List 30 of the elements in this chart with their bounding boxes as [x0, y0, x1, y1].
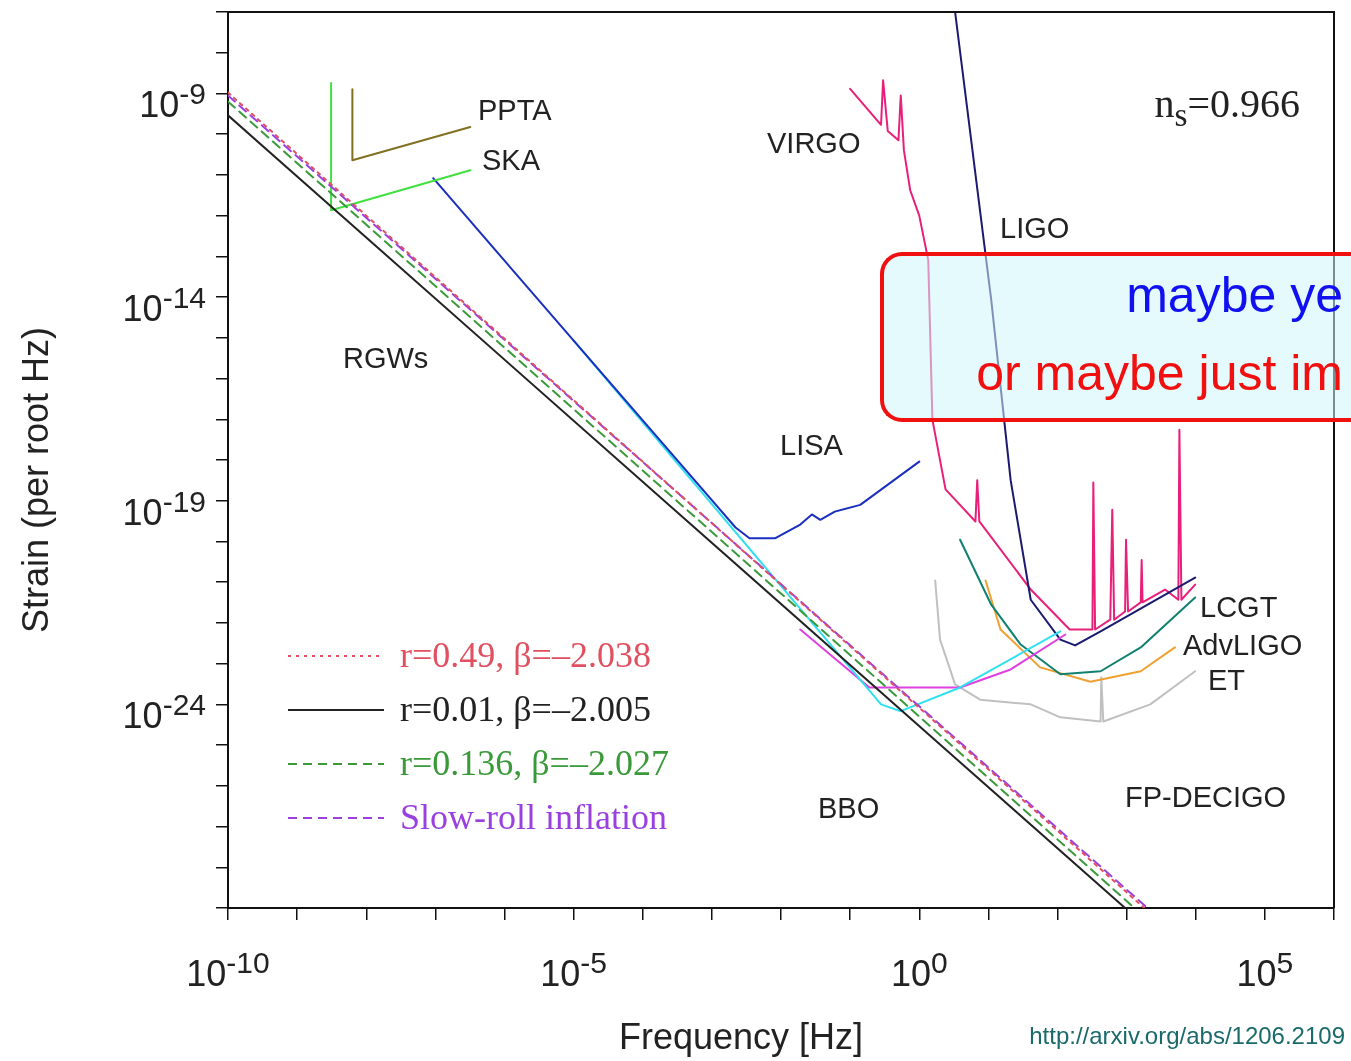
y-axis-title: Strain (per root Hz) — [15, 326, 56, 634]
y-tick-label: 10$^{-24}$ — [122, 688, 206, 737]
annotation: PPTA — [478, 93, 552, 126]
text: http://arxiv.org/abs/1206.2109 — [1029, 1022, 1345, 1049]
x-tick-label: 10$^{0}$ — [890, 946, 948, 994]
annotation: n$_{s}$=0.966 — [1154, 81, 1300, 134]
legend-label: r=0.49, β=–2.038 — [400, 635, 651, 676]
x-axis-title: Frequency [Hz] — [618, 1016, 864, 1057]
annotation: or maybe just im — [975, 344, 1343, 403]
annotation: LISA — [780, 428, 843, 461]
annotation: LCGT — [1200, 590, 1278, 623]
y-tick-label: 10$^{-9}$ — [139, 77, 206, 126]
annotation: RGWs — [343, 341, 429, 374]
annotation: maybe ye — [1125, 266, 1343, 325]
annotation: BBO — [818, 791, 880, 824]
annotation: AdvLIGO — [1183, 628, 1303, 661]
annotation: FP-DECIGO — [1125, 780, 1287, 813]
annotation: VIRGO — [767, 126, 861, 159]
x-tick-label: 10$^{-5}$ — [540, 946, 607, 994]
x-tick-label: 10$^{5}$ — [1236, 946, 1294, 994]
annotation: ET — [1208, 663, 1246, 696]
annotation: LIGO — [1000, 211, 1070, 244]
y-tick-label: 10$^{-14}$ — [122, 281, 206, 330]
legend-label: r=0.136, β=–2.027 — [400, 743, 669, 784]
legend-label: Slow-roll inflation — [400, 797, 667, 838]
callout-box: maybe ye or maybe just im — [880, 252, 1351, 422]
annotation: SKA — [482, 143, 541, 176]
legend-label: r=0.01, β=–2.005 — [400, 689, 651, 730]
x-tick-label: 10$^{-10}$ — [186, 946, 270, 994]
y-tick-label: 10$^{-19}$ — [122, 484, 206, 533]
